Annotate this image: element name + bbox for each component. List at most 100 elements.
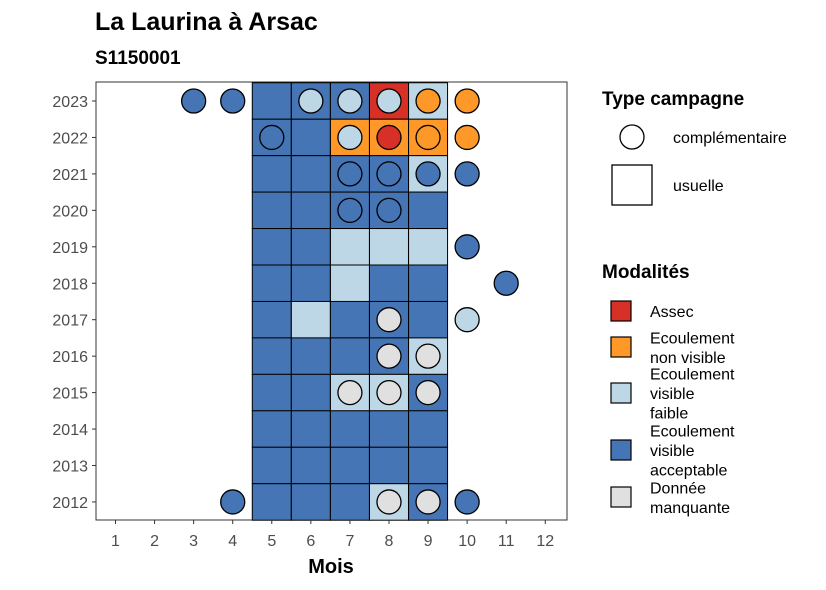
cell-2019-m9 [408,228,449,266]
y-tick-label: 2023 [52,94,88,111]
x-tick-label: 5 [267,533,276,550]
x-tick-label: 3 [189,533,198,550]
legend-modalites-title: Modalités [602,262,690,283]
x-tick-label: 11 [498,533,515,550]
point-2021-m9 [415,161,441,187]
x-tick-label: 1 [111,533,120,550]
legend-swatch-4 [610,486,632,508]
point-2015-m7 [337,379,363,406]
legend-campaign-usuelle: usuelle [673,178,724,195]
cell-2023-m5 [251,82,292,120]
point-2012-m8 [376,489,402,515]
point-2022-m7 [337,124,363,151]
legend-square-key [611,164,653,206]
cell-2012-m5 [251,483,292,521]
y-tick-label: 2020 [52,203,88,220]
point-2019-m10 [454,234,480,260]
x-tick-label: 2 [150,533,159,550]
point-2018-m11 [493,270,519,296]
point-2023-m6 [298,88,324,114]
x-tick-label: 8 [385,533,394,550]
point-2015-m9 [415,379,441,406]
y-tick-label: 2015 [52,386,88,403]
cell-2021-m5 [251,155,292,193]
cell-2018-m5 [251,264,292,302]
x-axis-title: Mois [308,556,354,578]
cell-2017-m9 [408,300,449,339]
cell-2012-m7 [329,483,370,521]
complementaire-points [180,88,519,515]
x-tick-label: 7 [345,533,354,550]
x-tick-label: 12 [536,533,554,550]
legend-label-0: Assec [650,304,694,321]
cell-2012-m6 [290,483,331,521]
legend-campaign-complementaire: complémentaire [673,130,787,147]
x-tick-label: 4 [228,533,237,550]
point-2021-m7 [337,161,363,187]
cell-2022-m6 [290,118,331,157]
x-tick-label: 10 [458,533,476,550]
point-2021-m10 [454,161,480,187]
point-2023-m10 [454,88,480,114]
point-2012-m4 [220,489,246,515]
cell-2017-m7 [329,300,370,339]
point-2012-m10 [454,489,480,515]
point-2017-m8 [376,307,402,333]
cell-2020-m5 [251,191,292,230]
point-2016-m8 [376,343,402,369]
cell-2018-m6 [290,264,331,302]
point-2021-m8 [376,161,402,187]
cell-2014-m9 [408,410,449,448]
point-2023-m8 [376,88,402,114]
x-tick-label: 6 [306,533,315,550]
legend-label-3: acceptable [650,463,727,480]
cell-2016-m6 [290,337,331,375]
cell-2013-m7 [329,446,370,485]
point-2023-m9 [415,88,441,114]
y-axis: 2012 2013 2014 2015 2016 2017 2018 2019 2020 2021… [52,94,96,512]
y-tick-label: 2014 [52,422,88,439]
legend-label-4: manquante [650,500,730,517]
y-tick-label: 2019 [52,240,88,257]
y-tick-label: 2022 [52,130,88,147]
cell-2013-m5 [251,446,292,485]
cell-2015-m6 [290,373,331,412]
chart-title: La Laurina à Arsac [95,8,318,36]
legend-label-3: Ecoulement [650,424,735,441]
legend-swatch-2 [610,382,632,404]
cell-2020-m6 [290,191,331,230]
point-2023-m7 [337,88,363,114]
cell-2014-m7 [329,410,370,448]
legend-label-2: faible [650,406,688,423]
cell-2014-m8 [368,410,409,448]
cell-2018-m7 [329,264,370,302]
cell-2017-m5 [251,300,292,339]
x-axis: 1 2 3 4 5 6 7 8 9 10 11 12 [111,520,554,550]
legend-swatch-1 [610,336,632,358]
legend-label-3: visible [650,443,695,460]
cell-2020-m9 [408,191,449,230]
cell-2019-m7 [329,228,370,266]
cell-2015-m5 [251,373,292,412]
cell-2017-m6 [290,300,331,339]
legend-circle-key [619,124,645,150]
cell-2013-m6 [290,446,331,485]
point-2022-m9 [415,124,441,151]
legend-campaign-title: Type campagne [602,89,744,110]
x-tick-label: 9 [424,533,433,550]
cell-2019-m8 [368,228,409,266]
point-2020-m8 [376,197,402,224]
legend-label-1: non visible [650,350,726,367]
cell-2016-m5 [251,337,292,375]
cell-2014-m5 [251,410,292,448]
y-tick-label: 2017 [52,313,88,330]
cell-2019-m6 [290,228,331,266]
cell-2013-m9 [408,446,449,485]
point-2023-m4 [220,88,246,114]
y-tick-label: 2018 [52,276,88,293]
y-tick-label: 2016 [52,349,88,366]
cell-2013-m8 [368,446,409,485]
point-2023-m3 [180,88,207,114]
